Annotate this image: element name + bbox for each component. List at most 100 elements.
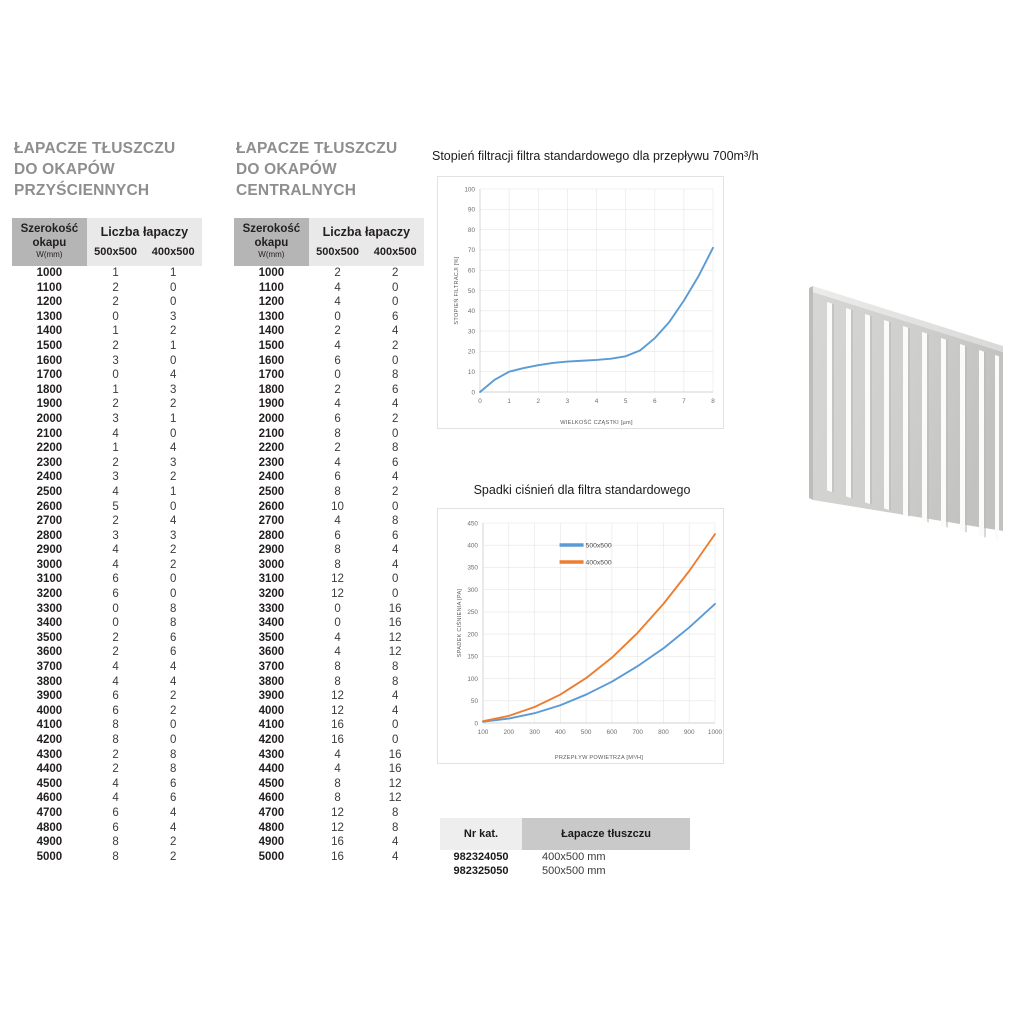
x-axis-tick-label: 400 [555,729,566,736]
header-size-500x500: 500x500 [308,243,367,266]
cell-hood-width: 3900 [36,690,63,703]
cell-count-400x500: 2 [169,704,177,717]
cell-count-400x500: 6 [391,456,399,469]
table-row: 4900 16 4 [234,835,424,850]
cell-hood-width: 2800 [258,529,285,542]
cell-count-400x500: 3 [169,529,177,542]
table-row: 1700 0 4 [12,368,202,383]
cell-count-400x500: 0 [391,281,399,294]
cell-count-500x500: 16 [331,850,344,863]
cell-hood-width: 3900 [258,690,285,703]
cell-hood-width: 3700 [36,661,63,674]
cell-count-500x500: 0 [112,617,119,630]
cell-count-500x500: 2 [112,281,119,294]
cell-count-400x500: 16 [388,748,402,761]
cell-count-500x500: 2 [112,763,119,776]
cell-count-400x500: 2 [169,836,177,849]
y-axis-tick-label: 100 [467,676,478,683]
table-row: 3000 4 2 [12,558,202,573]
y-axis-tick-label: 90 [468,207,476,214]
cell-count-500x500: 2 [334,267,341,279]
table-row: 2700 2 4 [12,514,202,529]
table-row: 2100 8 0 [234,427,424,442]
cell-hood-width: 4000 [258,704,285,717]
cell-count-500x500: 12 [331,588,344,601]
cell-hood-width: 1400 [258,325,285,338]
cell-count-400x500: 3 [169,383,177,396]
catalogue-row: 982324050 400x500 mm [440,850,690,864]
chart-filtration-title: Stopień filtracji filtra standardowego d… [432,149,759,163]
legend-label: 400x500 [586,560,612,567]
cell-count-500x500: 4 [334,515,341,528]
cell-hood-width: 2900 [36,544,63,557]
header-size-400x500: 400x500 [366,243,424,266]
table-row: 3100 6 0 [12,572,202,587]
cell-hood-width: 4800 [36,821,63,834]
table-row: 1300 0 3 [12,310,202,325]
cell-count-400x500: 6 [169,631,177,644]
cell-count-500x500: 4 [112,792,119,805]
cell-count-400x500: 8 [169,602,177,615]
cell-hood-width: 4100 [36,719,63,732]
cell-count-500x500: 0 [334,617,341,630]
cell-count-400x500: 6 [391,529,399,542]
cell-count-500x500: 4 [112,661,119,674]
cell-hood-width: 2100 [258,427,285,440]
table-row: 2700 4 8 [234,514,424,529]
cell-count-400x500: 4 [391,398,399,411]
table-row: 4000 12 4 [234,704,424,719]
cell-count-500x500: 2 [112,631,119,644]
cell-count-500x500: 8 [112,719,119,732]
y-axis-title: SPADEK CIŚNIENIA [PA] [455,589,463,658]
legend-label: 500x500 [586,543,612,550]
table-row: 1000 2 2 [234,266,424,281]
cell-hood-width: 2600 [36,500,63,513]
cell-count-500x500: 0 [112,369,119,382]
cell-hood-width: 4800 [258,821,285,834]
table-row: 1200 2 0 [12,295,202,310]
table-row: 3400 0 16 [234,616,424,631]
cell-count-500x500: 2 [334,442,341,455]
table-row: 1800 2 6 [234,383,424,398]
table-row: 2500 8 2 [234,485,424,500]
cell-hood-width: 5000 [36,850,63,863]
catalogue-number: 982325050 [453,865,509,877]
cell-count-400x500: 0 [391,296,399,309]
cell-count-500x500: 8 [112,850,119,863]
table-row: 4400 2 8 [12,762,202,777]
table-row: 2400 3 2 [12,470,202,485]
cell-count-500x500: 2 [112,646,119,659]
cell-count-400x500: 8 [391,661,399,674]
table-row: 3600 4 12 [234,645,424,660]
cell-count-500x500: 3 [112,412,119,425]
table-row: 3500 2 6 [12,631,202,646]
cell-count-500x500: 8 [334,544,341,557]
table-row: 2400 6 4 [234,470,424,485]
cell-count-400x500: 4 [391,558,399,571]
cell-count-500x500: 4 [334,631,341,644]
cell-hood-width: 1500 [36,339,63,352]
table-row: 2900 8 4 [234,543,424,558]
table-row: 1800 1 3 [12,383,202,398]
cell-count-500x500: 4 [334,646,341,659]
cell-count-400x500: 0 [169,354,177,367]
cell-hood-width: 3400 [36,617,63,630]
cell-hood-width: 1100 [36,281,62,294]
table-row: 4100 8 0 [12,718,202,733]
cell-count-400x500: 4 [391,544,399,557]
table-row: 4100 16 0 [234,718,424,733]
cell-count-500x500: 4 [112,777,119,790]
catalogue-header: Nr kat. Łapacze tłuszczu [440,818,690,850]
header-width-unit: W(mm) [36,250,63,259]
cell-count-500x500: 12 [331,690,344,703]
cell-hood-width: 3100 [258,573,285,586]
header-size-500x500: 500x500 [86,243,145,266]
cell-count-400x500: 12 [388,646,402,659]
cell-count-500x500: 0 [112,602,119,615]
table-body-central: 1000 2 2 1100 4 0 1200 4 0 1300 0 6 1400 2 4 1500 4 2 1600… [234,266,424,864]
cell-count-400x500: 16 [388,617,402,630]
cell-hood-width: 4500 [36,777,63,790]
table-row: 1700 0 8 [234,368,424,383]
cell-hood-width: 1000 [36,267,63,279]
cell-count-500x500: 0 [112,310,119,323]
